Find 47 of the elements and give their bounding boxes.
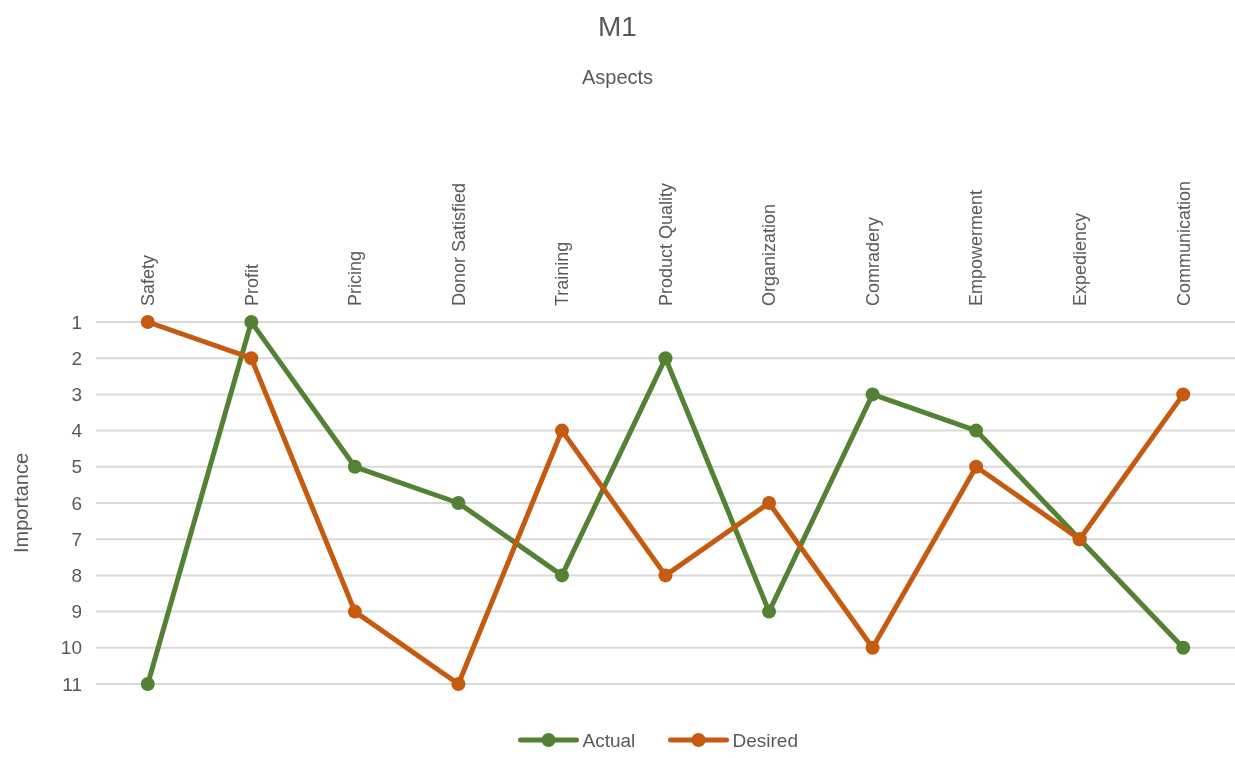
y-tick-label: 6 bbox=[71, 492, 82, 514]
y-tick-label: 11 bbox=[62, 673, 82, 695]
x-tick-label: Comradery bbox=[862, 216, 883, 306]
y-tick-label: 7 bbox=[71, 528, 82, 550]
point bbox=[244, 351, 259, 366]
point bbox=[451, 677, 466, 691]
point bbox=[762, 604, 777, 619]
legend-label: Actual bbox=[582, 729, 636, 751]
point bbox=[140, 677, 155, 691]
y-tick-label: 2 bbox=[71, 347, 82, 369]
point bbox=[1176, 387, 1191, 402]
x-tick-label: Empowerment bbox=[966, 189, 987, 306]
point bbox=[244, 315, 259, 329]
point bbox=[347, 604, 362, 619]
chart-title: M1 bbox=[598, 11, 637, 42]
point bbox=[140, 315, 155, 329]
x-tick-label: Communication bbox=[1173, 180, 1194, 306]
x-tick-label: Organization bbox=[759, 203, 780, 306]
point bbox=[865, 640, 880, 655]
point bbox=[658, 568, 673, 583]
y-tick-label: 5 bbox=[71, 456, 82, 478]
point bbox=[969, 459, 984, 474]
y-tick-label: 4 bbox=[71, 420, 83, 442]
point bbox=[451, 496, 466, 510]
legend-label: Desired bbox=[732, 729, 798, 751]
point bbox=[762, 496, 777, 510]
y-tick-label: 9 bbox=[71, 601, 82, 623]
point bbox=[554, 423, 569, 438]
x-tick-label: Pricing bbox=[345, 250, 366, 306]
y-axis-title: Importance bbox=[10, 452, 32, 554]
x-tick-label: Training bbox=[552, 241, 573, 306]
y-tick-label: 10 bbox=[60, 637, 82, 659]
point bbox=[969, 423, 984, 438]
x-axis-title: Aspects bbox=[581, 66, 654, 88]
point bbox=[347, 459, 362, 474]
x-tick-label: Safety bbox=[138, 254, 159, 306]
x-tick-label: Donor Satisfied bbox=[448, 182, 469, 306]
x-tick-label: Product Quality bbox=[655, 182, 676, 306]
y-tick-label: 3 bbox=[71, 384, 82, 406]
point bbox=[1176, 640, 1191, 655]
x-tick-label: Profit bbox=[241, 263, 262, 306]
point bbox=[865, 387, 880, 402]
x-tick-label: Expediency bbox=[1069, 212, 1090, 306]
point bbox=[658, 351, 673, 366]
y-tick-label: 1 bbox=[71, 311, 82, 333]
y-tick-label: 8 bbox=[71, 565, 82, 587]
point bbox=[554, 568, 569, 583]
